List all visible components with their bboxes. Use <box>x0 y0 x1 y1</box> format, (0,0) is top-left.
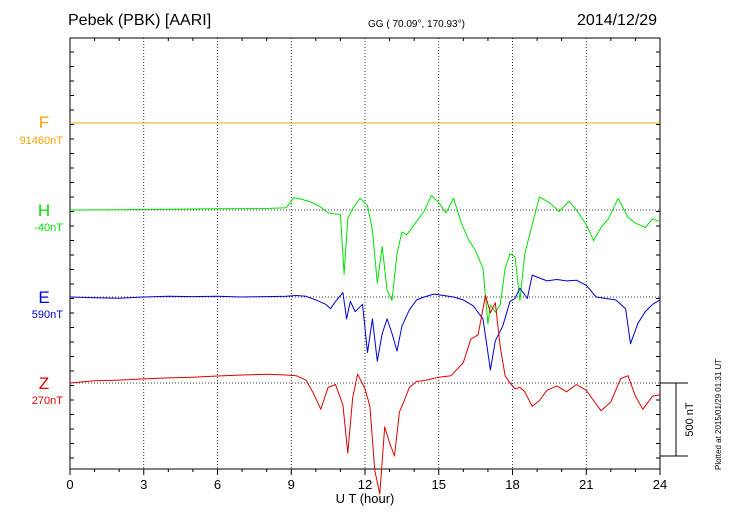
x-tick-label: 9 <box>288 477 295 492</box>
x-tick-label: 18 <box>505 477 519 492</box>
date-label: 2014/12/29 <box>577 12 658 29</box>
station-title: Pebek (PBK) [AARI] <box>68 12 212 29</box>
scale-bar-label: 500 nT <box>684 402 696 437</box>
series-line-z <box>69 294 661 495</box>
series-baseline-e: 590nT <box>32 309 63 321</box>
series-line-e <box>69 274 661 371</box>
x-tick-label: 12 <box>358 477 372 492</box>
series-baseline-h: -40nT <box>34 222 63 234</box>
x-tick-label: 6 <box>214 477 221 492</box>
x-tick-label: 0 <box>66 477 73 492</box>
x-tick-label: 15 <box>432 477 446 492</box>
series-label-z: Z <box>39 374 49 393</box>
series-label-e: E <box>38 288 49 307</box>
x-tick-label: 3 <box>140 477 147 492</box>
x-tick-label: 21 <box>579 477 593 492</box>
series-label-h: H <box>38 201 50 220</box>
x-axis-title: U T (hour) <box>336 491 395 506</box>
series-baseline-z: 270nT <box>32 395 63 407</box>
series-label-f: F <box>39 113 49 132</box>
coordinates-label: GG ( 70.09°, 170.93°) <box>368 19 465 30</box>
series-baseline-f: 91460nT <box>20 135 64 147</box>
series-line-h <box>69 194 661 325</box>
x-tick-label: 24 <box>653 477 667 492</box>
